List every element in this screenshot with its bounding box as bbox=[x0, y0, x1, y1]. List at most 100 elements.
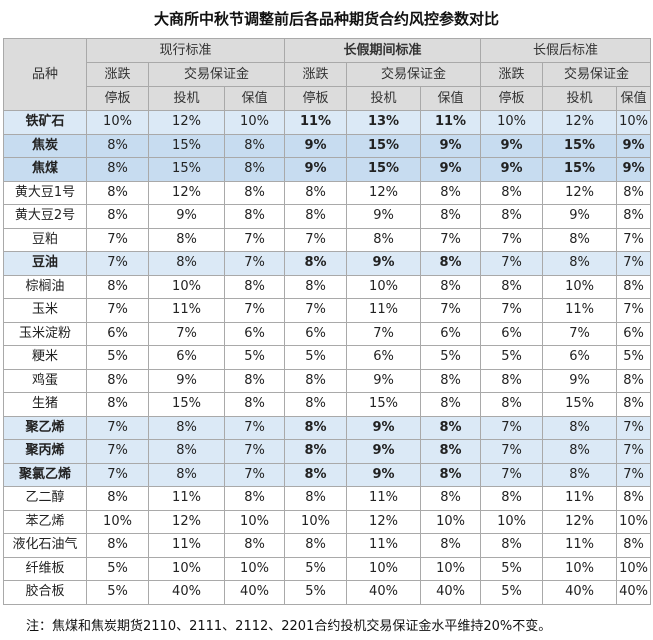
value-cell: 8% bbox=[419, 533, 482, 558]
value-cell: 9% bbox=[419, 157, 482, 182]
value-cell: 8% bbox=[419, 204, 482, 229]
table-body: 铁矿石 10% 12% 10% 11% 13% 11% 10% 12% 10% 焦炭 8% 15% 8% 9… bbox=[3, 110, 652, 605]
col-header-hedge: 保值 bbox=[616, 86, 652, 111]
value-cell: 10% bbox=[224, 110, 285, 135]
value-cell: 8% bbox=[419, 274, 482, 299]
value-cell: 5% bbox=[284, 345, 347, 370]
value-cell: 6% bbox=[480, 321, 544, 346]
value-cell: 8% bbox=[419, 486, 482, 511]
value-cell: 7% bbox=[616, 251, 652, 276]
value-cell: 10% bbox=[346, 274, 421, 299]
value-cell: 8% bbox=[542, 439, 618, 464]
table-row: 聚乙烯 7% 8% 7% 8% 9% 8% 7% 8% 7% bbox=[3, 415, 652, 440]
value-cell: 8% bbox=[480, 533, 544, 558]
value-cell: 5% bbox=[224, 345, 285, 370]
table-row: 生猪 8% 15% 8% 8% 15% 8% 8% 15% 8% bbox=[3, 392, 652, 417]
value-cell: 8% bbox=[148, 439, 225, 464]
value-cell: 10% bbox=[480, 509, 544, 534]
value-cell: 9% bbox=[616, 157, 652, 182]
value-cell: 7% bbox=[224, 462, 285, 487]
variety-name: 苯乙烯 bbox=[3, 509, 87, 534]
value-cell: 8% bbox=[224, 486, 285, 511]
value-cell: 10% bbox=[542, 274, 618, 299]
group-header-current: 现行标准 bbox=[86, 38, 285, 63]
value-cell: 12% bbox=[542, 180, 618, 205]
col-header-variety: 品种 bbox=[3, 38, 87, 111]
value-cell: 7% bbox=[616, 439, 652, 464]
variety-name: 豆粕 bbox=[3, 227, 87, 252]
table-row: 聚丙烯 7% 8% 7% 8% 9% 8% 7% 8% 7% bbox=[3, 439, 652, 464]
value-cell: 7% bbox=[86, 415, 149, 440]
value-cell: 8% bbox=[419, 251, 482, 276]
value-cell: 9% bbox=[148, 204, 225, 229]
value-cell: 7% bbox=[284, 227, 347, 252]
value-cell: 6% bbox=[148, 345, 225, 370]
value-cell: 11% bbox=[542, 533, 618, 558]
value-cell: 40% bbox=[224, 580, 285, 605]
header-row-3: 停板 投机 保值 停板 投机 保值 停板 投机 保值 bbox=[4, 86, 652, 111]
value-cell: 6% bbox=[616, 321, 652, 346]
value-cell: 10% bbox=[419, 509, 482, 534]
col-header-limit-bottom: 停板 bbox=[284, 86, 347, 111]
value-cell: 10% bbox=[616, 110, 652, 135]
col-header-hedge: 保值 bbox=[419, 86, 482, 111]
value-cell: 10% bbox=[346, 556, 421, 581]
value-cell: 9% bbox=[346, 415, 421, 440]
value-cell: 8% bbox=[542, 462, 618, 487]
value-cell: 7% bbox=[616, 462, 652, 487]
value-cell: 8% bbox=[148, 462, 225, 487]
value-cell: 11% bbox=[148, 298, 225, 323]
col-header-hedge: 保值 bbox=[224, 86, 285, 111]
value-cell: 6% bbox=[346, 345, 421, 370]
value-cell: 12% bbox=[148, 509, 225, 534]
value-cell: 11% bbox=[148, 533, 225, 558]
value-cell: 8% bbox=[148, 251, 225, 276]
value-cell: 8% bbox=[480, 180, 544, 205]
variety-name: 粳米 bbox=[3, 345, 87, 370]
value-cell: 8% bbox=[480, 204, 544, 229]
value-cell: 8% bbox=[224, 204, 285, 229]
table-row: 玉米淀粉 6% 7% 6% 6% 7% 6% 6% 7% 6% bbox=[3, 321, 652, 346]
value-cell: 8% bbox=[480, 392, 544, 417]
value-cell: 8% bbox=[419, 462, 482, 487]
header-row-2: 涨跌 交易保证金 涨跌 交易保证金 涨跌 交易保证金 bbox=[4, 62, 652, 87]
col-header-limit-top: 涨跌 bbox=[480, 62, 544, 87]
value-cell: 15% bbox=[148, 392, 225, 417]
value-cell: 8% bbox=[542, 251, 618, 276]
value-cell: 12% bbox=[542, 509, 618, 534]
value-cell: 6% bbox=[542, 345, 618, 370]
value-cell: 7% bbox=[480, 227, 544, 252]
value-cell: 9% bbox=[542, 204, 618, 229]
value-cell: 9% bbox=[346, 204, 421, 229]
value-cell: 13% bbox=[346, 110, 421, 135]
value-cell: 5% bbox=[86, 580, 149, 605]
value-cell: 10% bbox=[86, 509, 149, 534]
value-cell: 15% bbox=[346, 157, 421, 182]
value-cell: 7% bbox=[480, 251, 544, 276]
value-cell: 15% bbox=[542, 392, 618, 417]
variety-name: 玉米淀粉 bbox=[3, 321, 87, 346]
value-cell: 5% bbox=[480, 556, 544, 581]
col-header-limit-top: 涨跌 bbox=[86, 62, 149, 87]
value-cell: 7% bbox=[86, 462, 149, 487]
col-header-margin: 交易保证金 bbox=[148, 62, 285, 87]
variety-name: 铁矿石 bbox=[3, 110, 87, 135]
value-cell: 8% bbox=[542, 227, 618, 252]
value-cell: 8% bbox=[419, 392, 482, 417]
value-cell: 8% bbox=[284, 439, 347, 464]
value-cell: 9% bbox=[148, 368, 225, 393]
value-cell: 9% bbox=[346, 251, 421, 276]
value-cell: 8% bbox=[616, 533, 652, 558]
value-cell: 40% bbox=[148, 580, 225, 605]
value-cell: 8% bbox=[284, 274, 347, 299]
col-header-margin: 交易保证金 bbox=[542, 62, 652, 87]
value-cell: 9% bbox=[480, 133, 544, 158]
table-row: 黄大豆1号 8% 12% 8% 8% 12% 8% 8% 12% 8% bbox=[3, 180, 652, 205]
value-cell: 7% bbox=[86, 227, 149, 252]
variety-name: 纤维板 bbox=[3, 556, 87, 581]
value-cell: 8% bbox=[419, 439, 482, 464]
value-cell: 7% bbox=[86, 251, 149, 276]
value-cell: 9% bbox=[284, 133, 347, 158]
value-cell: 8% bbox=[284, 368, 347, 393]
variety-name: 棕榈油 bbox=[3, 274, 87, 299]
